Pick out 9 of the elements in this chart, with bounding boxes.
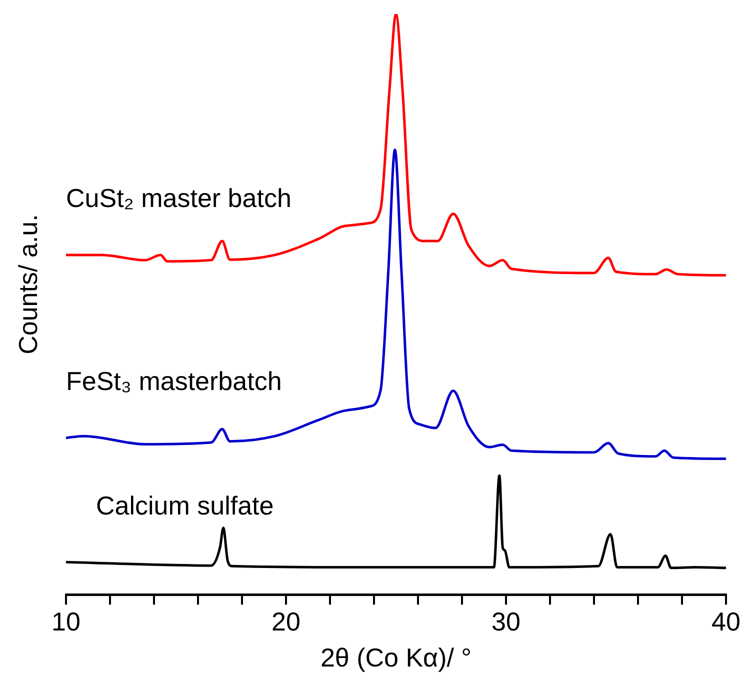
- y-axis-title: Counts/ a.u.: [13, 214, 44, 354]
- series-label: Calcium sulfate: [96, 490, 274, 520]
- x-tick-label: 30: [492, 606, 520, 636]
- x-tick-label: 40: [712, 606, 740, 636]
- series-label: CuSt₂ master batch: [66, 183, 292, 214]
- x-tick-label: 20: [272, 606, 300, 636]
- x-tick-label: 10: [52, 606, 80, 636]
- x-axis-title: 2θ (Co Kα)/ °: [320, 642, 472, 673]
- series-label: FeSt₃ masterbatch: [66, 366, 282, 396]
